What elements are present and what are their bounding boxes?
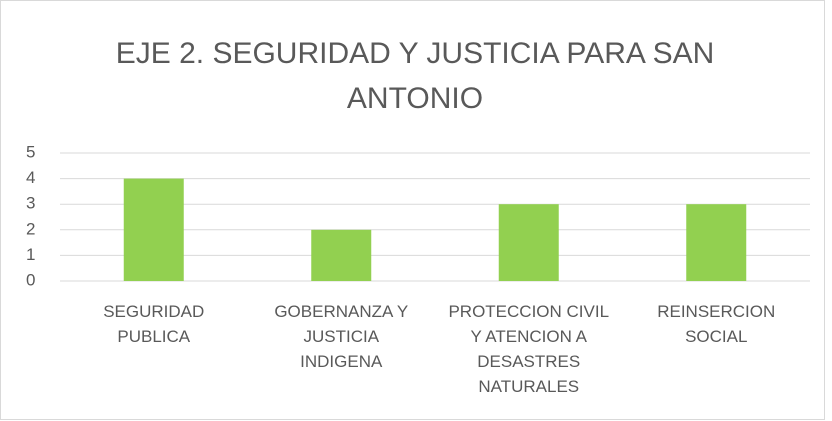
y-tick-label: 2 bbox=[26, 219, 35, 238]
y-tick-label: 4 bbox=[26, 168, 35, 187]
x-tick-label: SEGURIDAD PUBLICA bbox=[103, 302, 204, 346]
y-tick-label: 0 bbox=[26, 270, 35, 289]
bar bbox=[311, 229, 372, 281]
y-tick-label: 5 bbox=[26, 142, 35, 161]
y-tick-label: 1 bbox=[26, 245, 35, 264]
bar bbox=[686, 204, 747, 281]
y-tick-label: 3 bbox=[26, 194, 35, 213]
chart-title: EJE 2. SEGURIDAD Y JUSTICIA PARA SAN ANTO… bbox=[116, 37, 715, 115]
x-tick-label: PROTECCION CIVIL Y ATENCION A DESASTRES NAT… bbox=[448, 302, 609, 396]
bar bbox=[123, 178, 184, 281]
x-tick-label: GOBERNANZA Y JUSTICIA INDIGENA bbox=[274, 302, 408, 371]
x-tick-label: REINSERCION SOCIAL bbox=[657, 302, 775, 346]
bar bbox=[498, 204, 559, 281]
